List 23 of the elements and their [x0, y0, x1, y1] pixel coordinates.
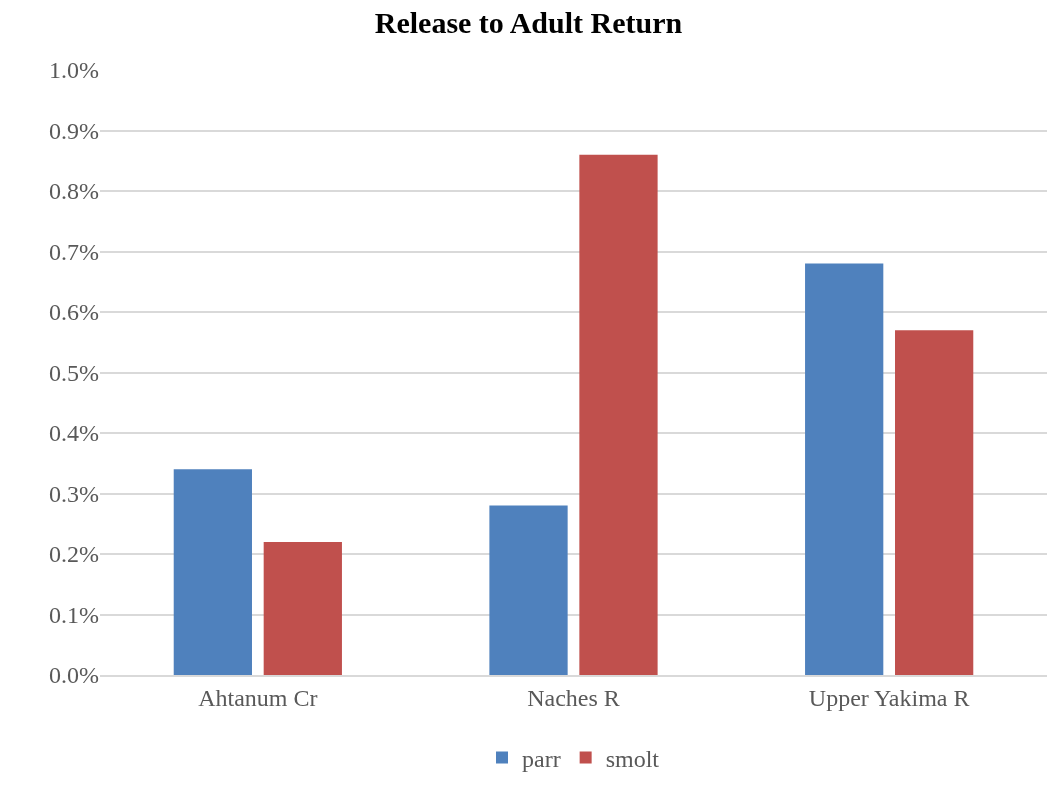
bar: [173, 469, 252, 675]
legend-label: parr: [522, 745, 561, 772]
bar: [895, 330, 974, 675]
y-tick-label: 0.8%: [49, 178, 99, 205]
x-tick-label: Naches R: [527, 684, 620, 711]
x-tick-label: Ahtanum Cr: [198, 684, 318, 711]
y-tick-label: 0.7%: [49, 238, 99, 265]
y-tick-label: 0.2%: [49, 541, 99, 568]
y-tick-label: 0.0%: [49, 662, 99, 689]
legend-label: smolt: [605, 745, 660, 772]
y-tick-label: 0.9%: [49, 117, 99, 144]
chart-title: Release to Adult Return: [374, 5, 683, 39]
bar: [489, 505, 568, 675]
y-tick-label: 0.1%: [49, 601, 99, 628]
y-tick-label: 0.4%: [49, 420, 99, 447]
y-tick-label: 0.3%: [49, 480, 99, 507]
bar: [579, 154, 658, 675]
y-tick-label: 1.0%: [49, 57, 99, 84]
bar: [805, 263, 884, 675]
bar: [263, 541, 342, 675]
y-tick-label: 0.5%: [49, 359, 99, 386]
x-tick-label: Upper Yakima R: [808, 684, 970, 711]
y-tick-label: 0.6%: [49, 299, 99, 326]
